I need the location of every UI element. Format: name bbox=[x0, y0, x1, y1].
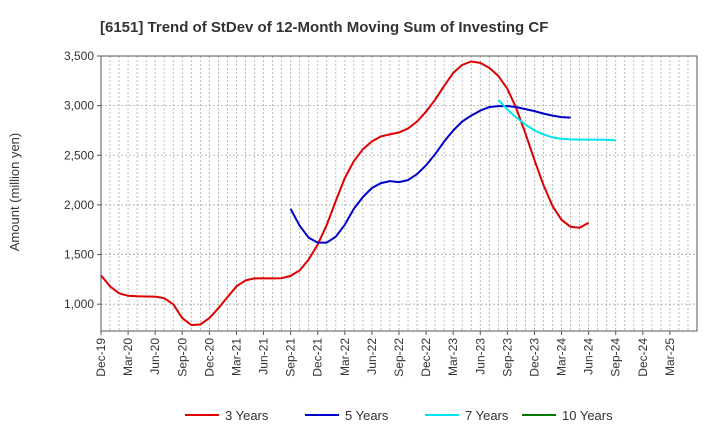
legend: 3 Years 5 Years 7 Years 10 Years bbox=[185, 408, 613, 423]
y-tick-label: 3,500 bbox=[64, 49, 94, 63]
x-tick-label: Jun-23 bbox=[473, 338, 487, 375]
x-tick-label: Dec-23 bbox=[527, 338, 541, 377]
y-tick-label: 1,000 bbox=[64, 297, 94, 311]
y-axis-label: Amount (million yen) bbox=[7, 133, 22, 252]
x-tick-label: Mar-21 bbox=[229, 338, 243, 376]
series-line-5-years bbox=[289, 105, 571, 244]
y-tick-label: 1,500 bbox=[64, 248, 94, 262]
x-tick-label: Jun-21 bbox=[257, 338, 271, 375]
x-tick-label: Mar-20 bbox=[121, 338, 135, 376]
x-tick-label: Jun-20 bbox=[148, 338, 162, 375]
x-tick-label: Dec-21 bbox=[311, 338, 325, 377]
x-tick-label: Dec-22 bbox=[419, 338, 433, 377]
chart-title: [6151] Trend of StDev of 12-Month Moving… bbox=[100, 19, 548, 36]
series-line-7-years bbox=[497, 99, 616, 142]
x-tick-label: Jun-22 bbox=[365, 338, 379, 375]
series-line-3-years bbox=[100, 60, 590, 326]
x-tick-label: Sep-23 bbox=[500, 338, 514, 377]
x-tick-label: Mar-24 bbox=[555, 338, 569, 376]
x-tick-label: Sep-24 bbox=[609, 338, 623, 377]
y-tick-label: 2,000 bbox=[64, 198, 94, 212]
legend-label-3-years: 3 Years bbox=[225, 408, 269, 423]
x-tick-label: Sep-20 bbox=[175, 338, 189, 377]
x-tick-label: Mar-22 bbox=[338, 338, 352, 376]
legend-label-10-years: 10 Years bbox=[562, 408, 613, 423]
series-lines bbox=[100, 60, 616, 326]
grid-lines bbox=[101, 55, 697, 331]
y-tick-label: 2,500 bbox=[64, 148, 94, 162]
y-tick-label: 3,000 bbox=[64, 99, 94, 113]
legend-label-7-years: 7 Years bbox=[465, 408, 509, 423]
x-tick-label: Jun-24 bbox=[582, 338, 596, 375]
x-axis-ticks: Dec-19 Mar-20 Jun-20 Sep-20 Dec-20 Mar-21 Jun-… bbox=[94, 331, 677, 377]
y-axis-ticks: 1,000 1,500 2,000 2,500 3,000 3,500 bbox=[64, 49, 101, 311]
x-tick-label: Mar-23 bbox=[446, 338, 460, 376]
x-tick-label: Sep-22 bbox=[392, 338, 406, 377]
legend-label-5-years: 5 Years bbox=[345, 408, 389, 423]
x-tick-label: Dec-24 bbox=[636, 338, 650, 377]
x-tick-label: Mar-25 bbox=[663, 338, 677, 376]
x-tick-label: Sep-21 bbox=[284, 338, 298, 377]
x-tick-label: Dec-19 bbox=[94, 338, 108, 377]
x-tick-label: Dec-20 bbox=[202, 338, 216, 377]
